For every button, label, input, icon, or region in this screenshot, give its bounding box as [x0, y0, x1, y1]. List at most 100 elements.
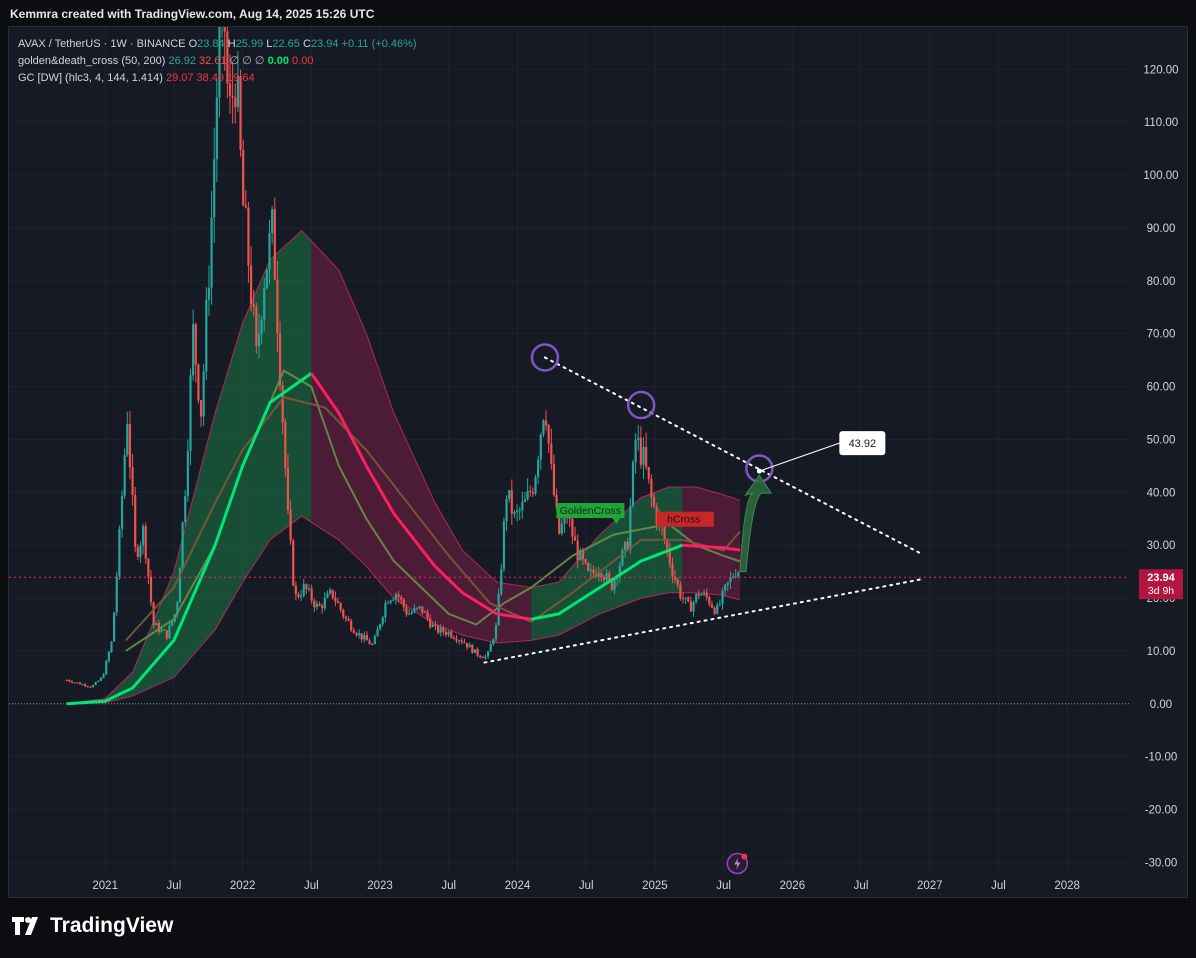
- candle-body: [381, 617, 384, 625]
- gc-mid-line-green: [530, 543, 683, 621]
- candle-body: [355, 633, 358, 636]
- candle-body: [89, 686, 92, 688]
- y-tick-label: 10.00: [1147, 646, 1176, 658]
- tradingview-logo[interactable]: TradingView: [12, 914, 173, 938]
- x-tick-label: Jul: [716, 880, 731, 892]
- candle-body: [713, 607, 716, 614]
- candle-body: [73, 682, 76, 684]
- candle-body: [326, 593, 329, 598]
- candle-body: [297, 594, 300, 597]
- candle-body: [147, 558, 150, 577]
- y-tick-label: 90.00: [1147, 223, 1176, 235]
- candle-body: [463, 641, 466, 643]
- golden-cross-pointer: [612, 518, 621, 525]
- x-tick-label: 2027: [917, 880, 943, 892]
- candle-body: [392, 599, 395, 601]
- indicator2-value-1: 29.07: [165, 72, 194, 84]
- candle-body: [737, 572, 740, 576]
- candle-body: [442, 627, 445, 633]
- band-fill-green: [66, 231, 312, 704]
- candle-body: [450, 631, 453, 638]
- candle-body: [716, 604, 719, 614]
- candle-body: [168, 625, 171, 639]
- candle-body: [684, 597, 687, 599]
- candle-body: [68, 680, 71, 682]
- candle-body: [202, 371, 205, 417]
- candle-body: [602, 577, 606, 581]
- legend-high: 25.99: [235, 38, 264, 50]
- candle-body: [539, 434, 542, 460]
- candle-body: [310, 588, 313, 601]
- candle-body: [223, 27, 226, 32]
- candle-body: [300, 595, 303, 597]
- y-tick-label: 0.00: [1150, 699, 1172, 711]
- candle-body: [170, 621, 174, 626]
- candle-body: [263, 288, 266, 320]
- indicator2-name: GC [DW] (hlc3, 4, 144, 1.414): [18, 72, 163, 84]
- candle-body: [334, 597, 337, 602]
- indicator2-value-3: 19.64: [227, 72, 255, 84]
- candle-body: [731, 576, 735, 578]
- last-price-label: 23.94: [1147, 572, 1175, 584]
- candle-body: [268, 233, 271, 270]
- candle-body: [710, 604, 714, 608]
- candle-body: [65, 680, 68, 682]
- y-tick-label: 120.00: [1143, 64, 1178, 76]
- y-tick-label: 110.00: [1144, 117, 1178, 129]
- candle-body: [363, 634, 366, 640]
- gc-mid-line-green: [66, 372, 313, 706]
- candle-body: [149, 576, 153, 603]
- x-tick-label: Jul: [854, 880, 869, 892]
- candle-body: [434, 624, 437, 626]
- candle-body: [120, 495, 124, 529]
- candle-body: [508, 490, 511, 499]
- candle-body: [465, 642, 469, 648]
- candle-body: [394, 594, 398, 600]
- x-tick-label: Jul: [991, 880, 1006, 892]
- candle-body: [76, 682, 79, 684]
- legend-indicator-golden-death[interactable]: golden&death_cross (50, 200) 26.92 32.61…: [18, 53, 417, 70]
- candle-body: [281, 385, 284, 423]
- chart-legend: AVAX / TetherUS · 1W · BINANCE O23.84 H2…: [18, 36, 417, 87]
- candle-body: [724, 584, 727, 591]
- legend-indicator-gc-dw[interactable]: GC [DW] (hlc3, 4, 144, 1.414) 29.07 38.4…: [18, 70, 417, 87]
- legend-open: 23.84: [197, 38, 225, 50]
- candle-body: [184, 496, 187, 523]
- candle-body: [236, 75, 240, 107]
- candle-body: [497, 593, 500, 625]
- candle-body: [479, 655, 482, 658]
- y-tick-label: 60.00: [1147, 382, 1176, 394]
- candle-body: [239, 75, 242, 151]
- event-dot: [741, 853, 748, 860]
- candle-body: [510, 490, 513, 514]
- candle-body: [178, 568, 182, 603]
- candle-body: [286, 467, 290, 510]
- candle-body: [102, 674, 105, 678]
- candle-body: [663, 525, 666, 541]
- candle-body: [492, 639, 495, 645]
- candle-body: [157, 623, 160, 632]
- candle-body: [189, 375, 192, 452]
- band-fill-green: [531, 487, 683, 641]
- countdown-label: 3d 9h: [1148, 585, 1174, 597]
- band-fill-red: [682, 487, 741, 600]
- candle-body: [721, 590, 724, 604]
- candle-body: [379, 624, 382, 630]
- price-chart[interactable]: 43.92 GoldenCross hCross 120.00 110.00 100.00…: [9, 27, 1189, 899]
- candle-body: [708, 597, 711, 605]
- candle-body: [318, 603, 321, 606]
- candle-body: [342, 609, 345, 617]
- candle-body: [471, 644, 474, 653]
- x-tick-label: 2021: [92, 880, 118, 892]
- candle-body: [423, 611, 427, 613]
- candle-body: [352, 630, 355, 634]
- indicator1-value-4: 0.00: [292, 55, 314, 67]
- x-tick-label: 2024: [505, 880, 531, 892]
- legend-symbol-row[interactable]: AVAX / TetherUS · 1W · BINANCE O23.84 H2…: [18, 36, 417, 53]
- candle-body: [410, 612, 413, 614]
- candle-body: [568, 517, 571, 519]
- candle-body: [500, 569, 503, 594]
- candle-body: [610, 580, 613, 591]
- x-tick-label: 2026: [780, 880, 806, 892]
- legend-o-label: O: [188, 38, 198, 50]
